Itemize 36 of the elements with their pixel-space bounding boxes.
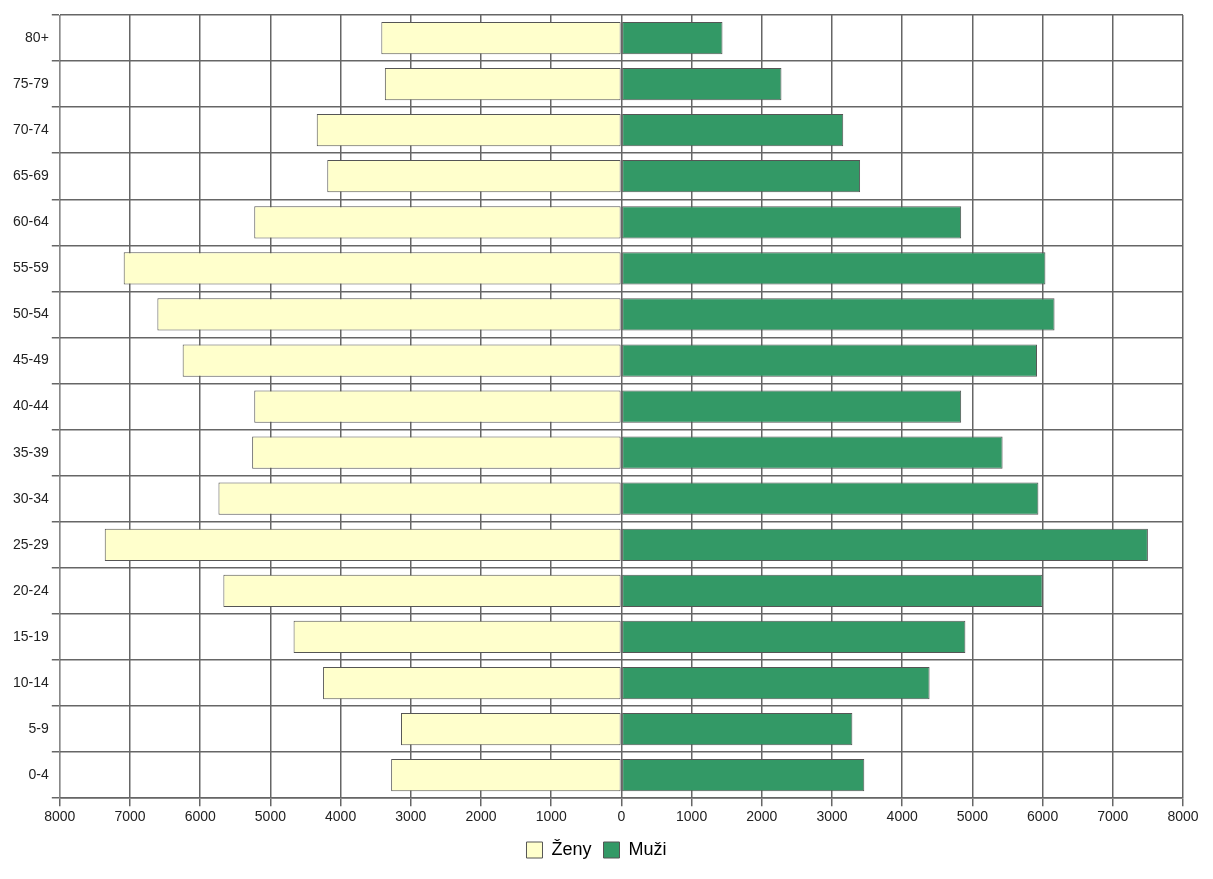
x-tick-label: 7000 <box>114 808 146 825</box>
x-tick-label: 1000 <box>535 808 567 825</box>
x-tick-label: 2000 <box>746 808 778 825</box>
x-tick-label: 5000 <box>956 808 989 825</box>
x-tick-label: 0 <box>617 808 626 825</box>
x-tick-label: 3000 <box>395 808 427 825</box>
x-tick-label: 3000 <box>816 808 848 825</box>
y-tick-label: 55-59 <box>12 259 50 276</box>
x-tick-label: 5000 <box>254 808 287 825</box>
y-tick-label: 30-34 <box>12 489 50 506</box>
y-tick-label: 60-64 <box>12 213 50 230</box>
x-tick-label: 7000 <box>1097 808 1129 825</box>
x-tick-label: 1000 <box>676 808 708 825</box>
x-tick-label: 8000 <box>1167 808 1199 825</box>
y-tick-label: 70-74 <box>12 121 50 138</box>
x-tick-label: 4000 <box>325 808 357 825</box>
y-tick-label: 40-44 <box>12 397 50 414</box>
y-tick-label: 0-4 <box>28 766 50 783</box>
x-tick-label: 6000 <box>1027 808 1059 825</box>
y-tick-label: 35-39 <box>12 443 50 460</box>
x-tick-label: 4000 <box>886 808 918 825</box>
x-tick-label: 2000 <box>465 808 497 825</box>
y-tick-label: 75-79 <box>12 74 50 91</box>
y-tick-label: 5-9 <box>28 719 50 736</box>
y-tick-label: 45-49 <box>12 351 50 368</box>
x-tick-label: 6000 <box>184 808 216 825</box>
y-tick-label: 20-24 <box>12 581 50 598</box>
y-tick-label: 80+ <box>25 28 49 45</box>
y-tick-label: 25-29 <box>12 535 50 552</box>
y-tick-label: 10-14 <box>12 673 50 690</box>
x-tick-label: 8000 <box>44 808 76 825</box>
legend-label: Ženy <box>551 838 592 859</box>
y-tick-label: 65-69 <box>12 167 50 184</box>
legend-label: Muži <box>628 838 667 859</box>
y-tick-label: 50-54 <box>12 305 50 322</box>
y-tick-label: 15-19 <box>12 627 50 644</box>
